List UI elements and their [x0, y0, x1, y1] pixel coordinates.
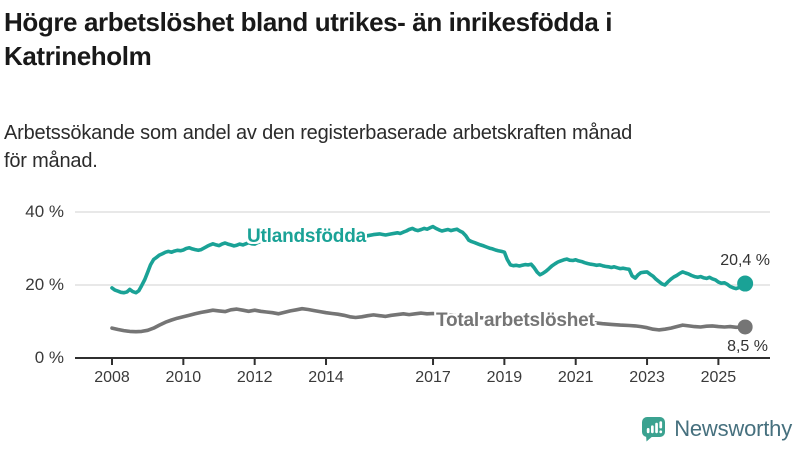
x-tick-label: 2010 — [165, 369, 202, 386]
series-line-0 — [110, 224, 747, 295]
subtitle-line-2: för månad. — [4, 150, 98, 172]
x-tick-label: 2008 — [94, 369, 130, 386]
series-end-dot-0 — [737, 275, 754, 292]
end-value-total-arbetsloshet: 8,5 % — [727, 338, 768, 355]
y-tick-label: 40 % — [25, 202, 64, 221]
x-tick-label: 2021 — [557, 369, 594, 386]
chart-subtitle: Arbetssökande som andel av den registerb… — [4, 119, 796, 175]
end-value-utlandsfodda: 20,4 % — [720, 252, 770, 269]
title-line-2: Katrineholm — [4, 41, 152, 71]
subtitle-line-1: Arbetssökande som andel av den registerb… — [4, 122, 633, 144]
brand-name: Newsworthy — [674, 415, 792, 441]
y-tick-label: 0 % — [34, 348, 64, 367]
x-tick-label: 2017 — [415, 369, 451, 386]
page-title: Högre arbetslöshet bland utrikes- än inr… — [4, 5, 796, 73]
series-label-utlandsfodda: Utlandsfödda — [247, 226, 366, 247]
series-label-total-arbetsloshet: Total arbetslöshet — [436, 310, 595, 331]
x-tick-label: 2025 — [700, 369, 737, 386]
brand-footer-link[interactable]: Newsworthy — [640, 415, 792, 442]
x-tick-label: 2012 — [236, 369, 273, 386]
x-tick-label: 2019 — [486, 369, 523, 386]
series-end-dot-1 — [737, 319, 753, 335]
series-line-1 — [110, 306, 747, 334]
x-tick-label: 2014 — [308, 369, 344, 386]
y-tick-label: 20 % — [25, 275, 64, 294]
title-line-1: Högre arbetslöshet bland utrikes- än inr… — [4, 7, 613, 37]
x-tick-label: 2023 — [629, 369, 665, 386]
newsworthy-logo-icon — [642, 417, 666, 442]
